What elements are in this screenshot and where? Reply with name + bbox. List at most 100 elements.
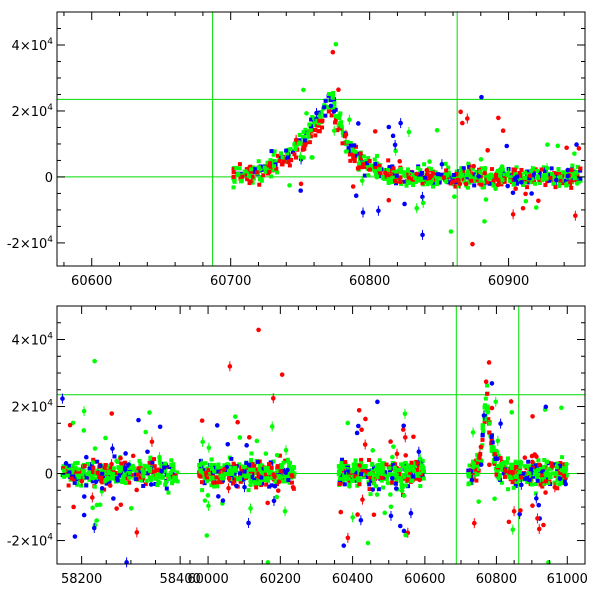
top-data-point-green bbox=[373, 172, 378, 177]
bottom-data-point-green bbox=[216, 462, 221, 467]
bottom-outlier-point-red bbox=[530, 414, 535, 419]
top-data-point-green bbox=[411, 172, 416, 177]
bottom-outlier-point-red bbox=[355, 512, 360, 517]
bottom-outlier-point-blue bbox=[99, 486, 105, 491]
bottom-data-point-blue bbox=[95, 459, 100, 464]
bottom-data-point-green bbox=[560, 477, 565, 482]
top-data-point-red bbox=[367, 167, 372, 172]
top-data-point-blue bbox=[348, 143, 353, 148]
bottom-data-point-green bbox=[209, 483, 214, 488]
top-data-point-green bbox=[435, 179, 440, 184]
top-data-point-green bbox=[286, 147, 291, 152]
bottom-data-point-green bbox=[360, 464, 365, 469]
top-outlier-point-red bbox=[330, 49, 336, 55]
top-outlier-point-blue bbox=[505, 183, 511, 189]
top-data-point-green bbox=[570, 163, 575, 168]
top-data-point-red bbox=[286, 159, 291, 164]
top-data-point-green bbox=[498, 171, 503, 176]
bottom-data-point-green bbox=[394, 472, 399, 477]
bottom-outlier-point-green bbox=[286, 459, 291, 465]
bottom-data-point-red bbox=[113, 470, 118, 475]
bottom-data-point-green bbox=[470, 461, 475, 466]
bottom-data-point-blue bbox=[393, 481, 398, 486]
bottom-data-point-green bbox=[336, 472, 341, 477]
bottom-outlier-point-blue bbox=[478, 462, 484, 467]
bottom-outlier-point-blue bbox=[126, 462, 131, 467]
bottom-data-point-red bbox=[218, 480, 223, 485]
top-data-point-green bbox=[570, 172, 575, 177]
top-data-point-blue bbox=[461, 166, 466, 171]
bottom-outlier-point-red bbox=[118, 502, 124, 508]
top-data-point-red bbox=[277, 159, 282, 164]
bottom-data-point-green bbox=[355, 476, 360, 481]
bottom-data-point-green bbox=[253, 482, 258, 487]
bottom-outlier-point-red bbox=[271, 472, 276, 477]
bottom-outlier-point-green bbox=[390, 454, 395, 460]
bottom-data-point-blue bbox=[259, 475, 264, 480]
tick-mantissa: 2×10 bbox=[12, 105, 48, 120]
bottom-outlier-point-green bbox=[347, 484, 352, 489]
bottom-data-point-blue bbox=[369, 479, 374, 484]
top-data-point-red bbox=[361, 162, 366, 167]
top-data-point-green bbox=[418, 168, 423, 173]
bottom-data-point-green bbox=[415, 470, 420, 475]
top-data-point-green bbox=[333, 114, 338, 119]
bottom-data-point-green bbox=[209, 466, 214, 471]
bottom-data-point-blue bbox=[523, 476, 528, 481]
top-outlier-point-green bbox=[482, 219, 487, 224]
top-data-point-red bbox=[267, 161, 272, 166]
bottom-outlier-point-green bbox=[90, 460, 96, 465]
top-y-tick-label: -2×104 bbox=[7, 235, 53, 252]
bottom-data-point-red bbox=[117, 471, 122, 476]
bottom-data-point-red bbox=[231, 477, 236, 482]
top-data-point-blue bbox=[302, 138, 307, 143]
top-data-point-green bbox=[327, 92, 332, 97]
bottom-data-point-red bbox=[384, 462, 389, 467]
bottom-data-point-green bbox=[238, 477, 243, 482]
top-data-point-blue bbox=[422, 175, 427, 180]
top-data-point-red bbox=[378, 171, 383, 176]
bottom-outlier-point-red bbox=[109, 411, 115, 416]
top-data-point-green bbox=[239, 178, 244, 183]
top-data-point-green bbox=[406, 167, 411, 172]
bottom-x-tick-label: 58200 bbox=[61, 572, 102, 587]
bottom-outlier-point-blue bbox=[354, 430, 360, 436]
top-data-point-blue bbox=[436, 172, 441, 177]
bottom-data-point-blue bbox=[84, 475, 89, 480]
bottom-data-point-blue bbox=[153, 482, 158, 487]
top-data-point-green bbox=[316, 121, 321, 126]
top-data-point-blue bbox=[323, 98, 328, 103]
bottom-outlier-point-blue bbox=[123, 451, 128, 456]
top-data-point-red bbox=[552, 171, 557, 176]
bottom-outlier-point-red bbox=[275, 488, 281, 493]
bottom-data-point-green bbox=[210, 477, 215, 482]
bottom-data-point-green bbox=[531, 468, 536, 473]
bottom-outlier-point-green bbox=[263, 451, 269, 456]
top-data-point-green bbox=[501, 172, 506, 177]
bottom-data-point-green bbox=[276, 477, 281, 482]
bottom-outlier-point-red bbox=[487, 462, 492, 468]
top-data-point-green bbox=[356, 161, 361, 166]
bottom-data-point-green bbox=[175, 470, 180, 475]
top-y-tick-label: 0 bbox=[45, 171, 53, 186]
bottom-data-point-green bbox=[86, 472, 91, 477]
bottom-data-point-green bbox=[85, 461, 90, 466]
bottom-data-point-blue bbox=[267, 484, 272, 489]
bottom-outlier-point-blue bbox=[557, 476, 563, 481]
bottom-data-point-red bbox=[549, 461, 554, 466]
bottom-outlier-point-blue bbox=[234, 483, 239, 489]
top-data-point-green bbox=[380, 175, 385, 180]
bottom-outlier-point-green bbox=[382, 510, 388, 516]
bottom-data-point-green bbox=[246, 488, 251, 493]
top-data-point-blue bbox=[452, 172, 457, 177]
top-outlier-point-red bbox=[564, 145, 569, 151]
top-data-point-green bbox=[391, 168, 396, 173]
bottom-outlier-point-red bbox=[400, 427, 406, 432]
bottom-data-point-red bbox=[486, 417, 491, 422]
bottom-outlier-point-blue bbox=[145, 449, 150, 455]
bottom-data-point-blue bbox=[557, 463, 562, 468]
bottom-outlier-point-green bbox=[274, 452, 280, 458]
top-data-point-blue bbox=[394, 173, 399, 178]
bottom-data-point-blue bbox=[74, 477, 79, 482]
bottom-data-point-green bbox=[482, 405, 487, 410]
